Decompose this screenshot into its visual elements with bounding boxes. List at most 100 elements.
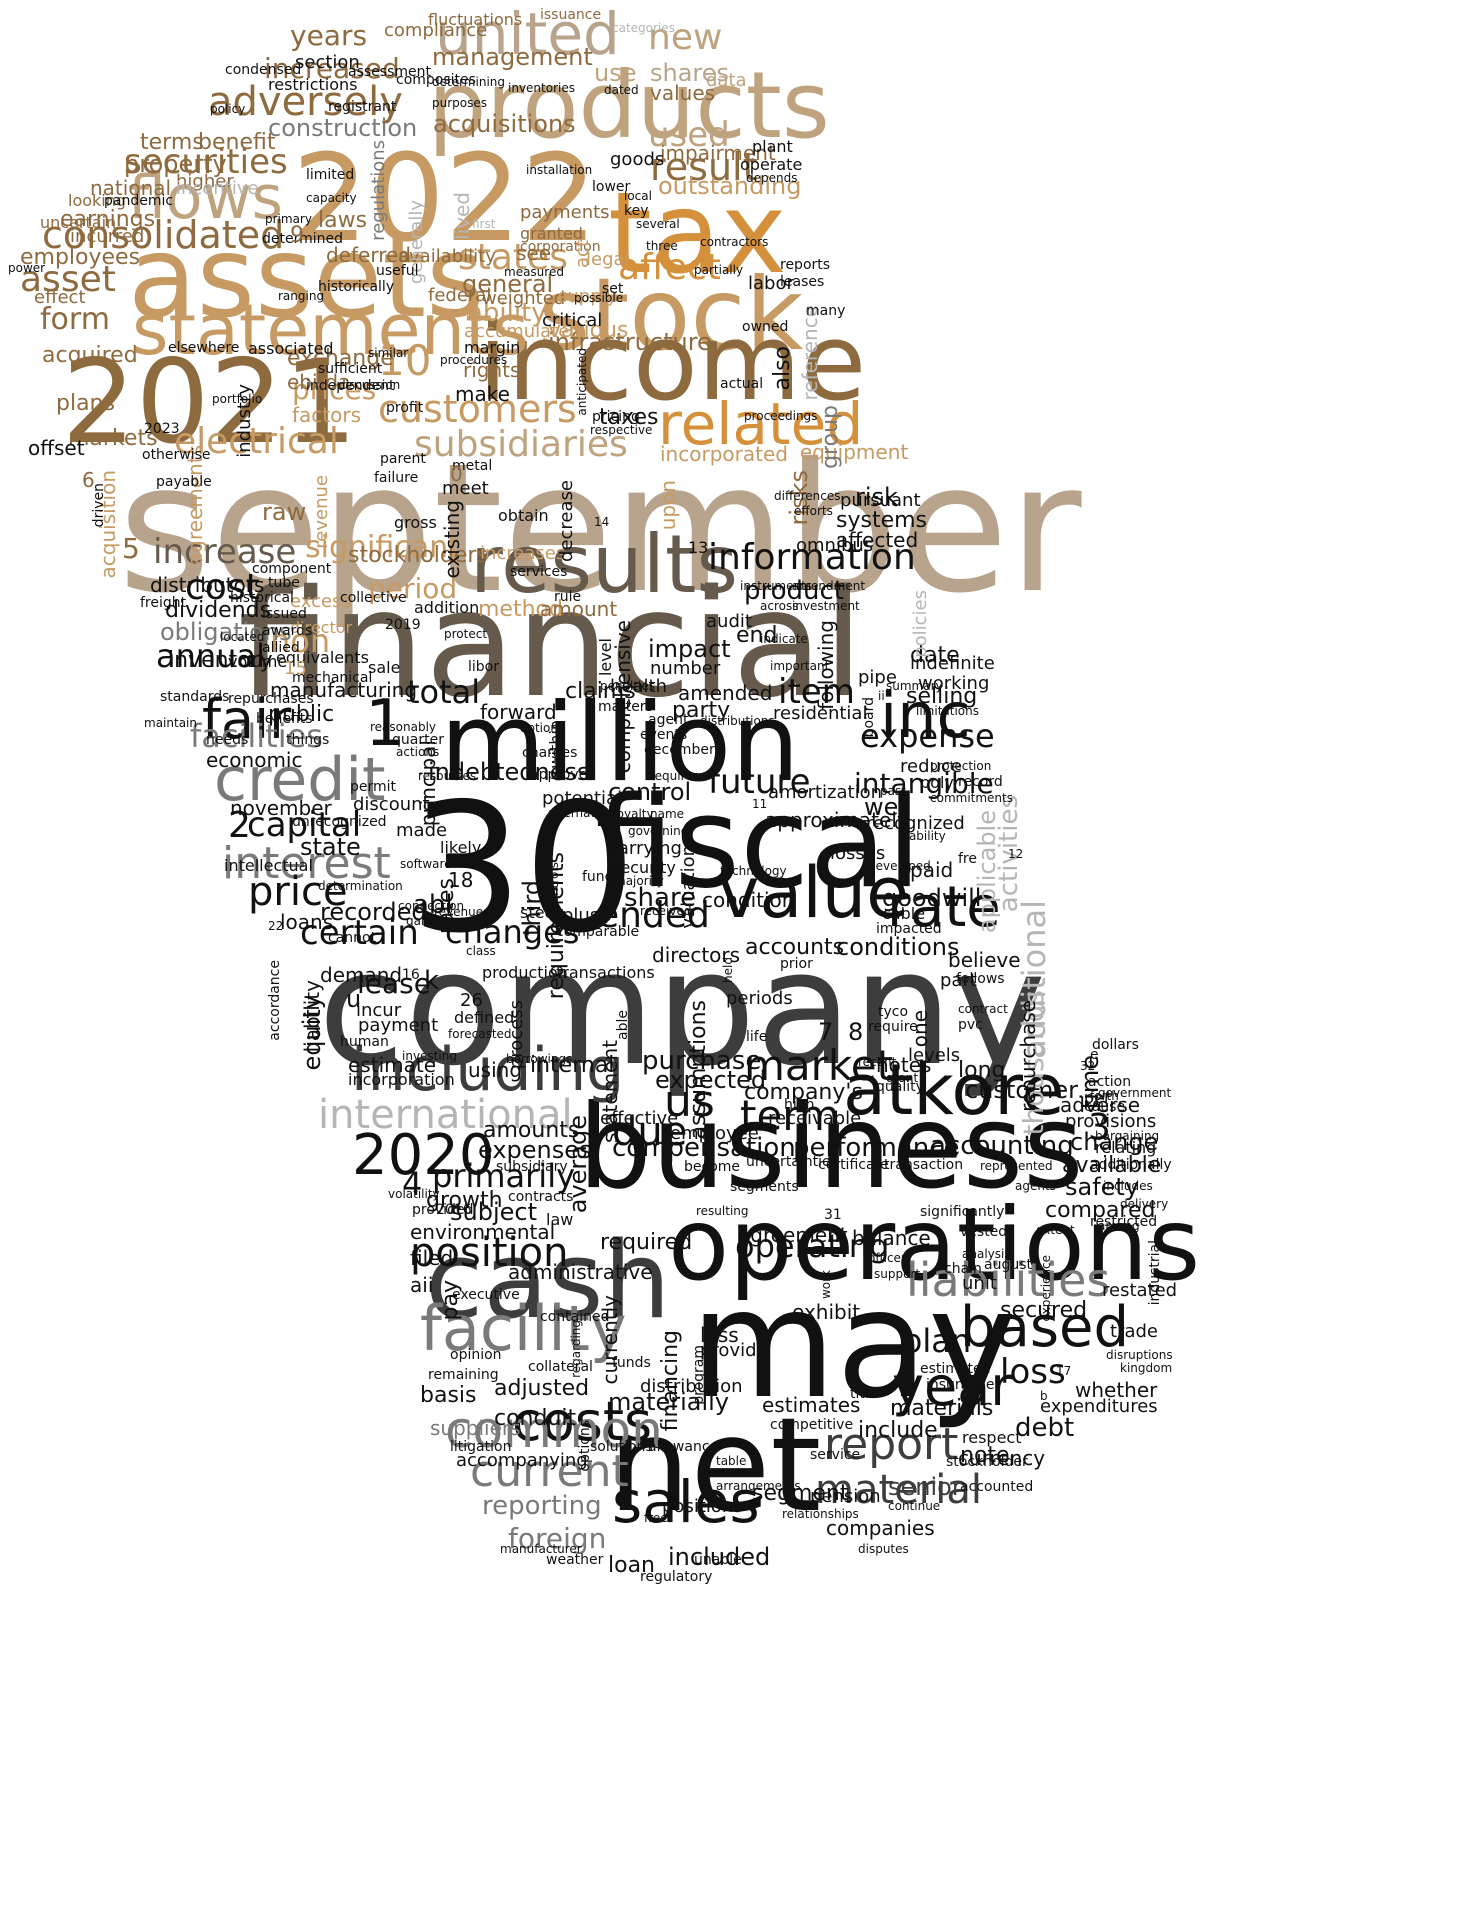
word-section: section [295,52,360,73]
word-decrease: decrease [556,480,577,562]
word-result: result [650,145,758,189]
word-goodwill: goodwill [882,884,982,912]
word-control: control [608,778,692,806]
word-loss: loss [1000,1352,1066,1392]
word-capacity: capacity [306,191,357,205]
word-note: note [960,1443,1010,1468]
word-payments: payments [520,202,610,223]
word-policy: policy [210,102,246,116]
word-august: august [984,1257,1032,1273]
word-transaction: transaction [884,1157,964,1173]
word-pandemic: pandemic [104,193,174,209]
word-net: net [608,1389,822,1541]
word-majority: majority [614,874,664,888]
word-increase: increase [153,532,297,572]
word-form: form [40,302,110,337]
word-capital: capital [247,805,362,845]
word-intellectual: intellectual [224,856,313,875]
word-future: future [708,762,811,802]
word-carrying: carrying [608,838,682,859]
word-rate: rate [887,875,1001,940]
word-segment: segment [752,1481,849,1506]
word-fund: fund [582,869,614,885]
word-current: current [470,1446,629,1497]
word-operations: operations [668,1186,1201,1303]
word-based: based [960,1295,1130,1360]
word-resulting: resulting [696,1204,749,1218]
word-2020: 2020 [352,1123,495,1188]
word-adjusted: adjusted [494,1376,590,1401]
word-borrowings: borrowings [506,1052,573,1066]
word-6: 6 [82,468,95,492]
word-class: class [466,944,496,958]
word-forward: forward [480,700,557,724]
word-addition: addition [414,598,480,617]
word-limited: limited [306,167,355,183]
word-estimates: estimates [762,1393,861,1417]
word-suppliers: suppliers [430,1416,521,1440]
word-repurchase: repurchase [1016,1000,1040,1112]
word-22: 22 [268,919,284,933]
word-recorded: recorded [320,898,427,926]
word-cause: cause [1084,1099,1126,1115]
word-state: state [300,833,361,861]
word-lease: lease [357,967,431,1000]
word-10: 10 [378,336,432,385]
word-expenses: expenses [478,1136,592,1164]
word-issued: issued [262,606,307,622]
word-fre: fre [958,851,977,867]
word-debt: debt [1015,1413,1075,1443]
word-construction: construction [268,114,418,142]
word-securities: securities [124,142,288,182]
word-periods: periods [726,988,793,1009]
word-past: past [880,784,906,798]
word-due: due [612,1109,688,1155]
word-leases: leases [780,274,825,290]
word-distributors: distributors [150,573,265,597]
word-summary: summary [886,679,943,693]
word-sale: sale [368,658,401,677]
word-partially: partially [694,263,744,277]
word-upon: upon [656,480,680,531]
word-products: products [428,52,830,159]
word-impairment: impairment [660,141,776,165]
word-indicate: indicate [760,632,808,646]
word-accordance: accordance [267,960,283,1041]
word-component: component [252,561,332,577]
word-provisions: provisions [1065,1111,1157,1132]
word-insurance: insurance [926,1377,995,1393]
word-associated: associated [248,339,334,358]
word-condition: condition [702,888,795,912]
word-industrial: industrial [1147,1240,1163,1306]
word-unit: unit [962,1273,997,1294]
word-measured: measured [504,265,564,279]
word-paid: paid [910,858,954,882]
word-goods: goods [610,149,665,170]
word-installation: installation [526,163,593,177]
word-matters: matters [598,699,653,715]
word-infrastructure: infrastructure [548,328,712,356]
word-incorporated: incorporated [660,442,788,466]
word-name: name [650,807,685,821]
word-provided: provided [412,1202,474,1218]
word-public: public [268,702,335,727]
word-title: title [850,1386,878,1402]
word-revenues: revenues [434,905,490,919]
word-solutions: solutions [590,1439,653,1455]
word-transactions: transactions [556,963,655,982]
word-follows: follows [956,971,1005,987]
word-set: set [602,281,624,297]
word-exchange: exchange [287,346,394,371]
word-action: action [1088,1074,1132,1090]
word-various: various [548,318,629,343]
word-registrant: registrant [328,99,397,115]
word-provide: provide [700,1340,768,1361]
word-dated: dated [604,83,639,97]
word-human: human [340,1034,389,1050]
word-business: business [578,1080,1084,1215]
word-incurred: incurred [70,226,145,247]
word-abl: abl [413,890,453,920]
word-remaining: remaining [428,1367,499,1383]
word-litigation: litigation [450,1439,512,1455]
